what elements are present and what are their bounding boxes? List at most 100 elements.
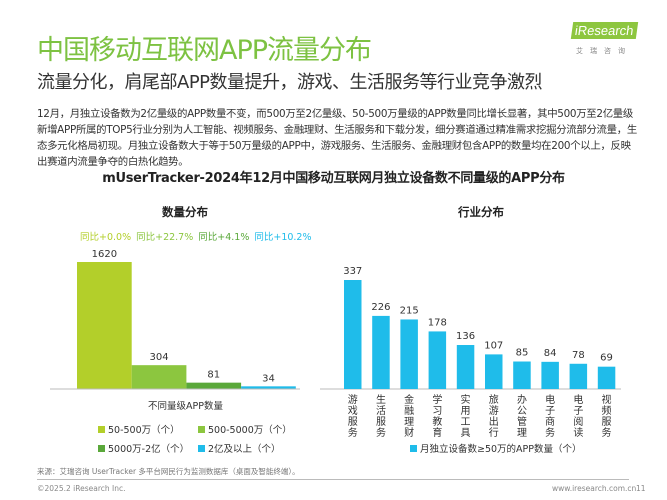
category-label: 电: [573, 393, 583, 406]
bar-6: [513, 361, 531, 389]
category-label: 工: [461, 417, 471, 428]
data-label: 69: [600, 353, 613, 364]
category-label: 务: [602, 426, 612, 439]
yoy-label: 同比+0.0%: [80, 232, 132, 243]
category-label: 学: [432, 393, 442, 406]
page-title: 中国移动互联网APP流量分布: [37, 35, 372, 66]
category-label: 务: [348, 426, 358, 439]
category-label: 习: [432, 406, 442, 417]
yoy-label: 同比+4.1%: [198, 232, 250, 243]
bar-7: [541, 361, 559, 389]
category-label: 行: [489, 426, 499, 439]
bar-9: [597, 366, 616, 389]
bar-3: [428, 331, 447, 389]
legend-label: 月独立设备数≥50万的APP数量（个）: [420, 444, 582, 455]
legend-item: 2亿及以上（个）: [198, 441, 298, 455]
copyright: ©2025.2 iResearch Inc.: [37, 484, 126, 493]
left-legend: 50-500万（个） 500-5000万（个） 5000万-2亿（个） 2亿及以上（个…: [98, 422, 298, 455]
summary-paragraph: 12月，月独立设备数为2亿量级的APP数量不变，而500万至2亿量级、50-50…: [37, 108, 637, 168]
left-x-label: 不同量级APP数量: [148, 401, 223, 412]
right-chart-title: 行业分布: [458, 205, 504, 219]
legend-swatch: [98, 444, 105, 452]
data-label: 78: [572, 350, 585, 361]
bar-8: [569, 363, 588, 389]
category-label: 融: [404, 405, 414, 417]
left-chart-title: 数量分布: [162, 205, 208, 219]
category-label: 具: [461, 427, 471, 439]
legend-swatch: [198, 425, 205, 433]
category-label: 旅: [489, 393, 499, 406]
data-label: 337: [343, 266, 362, 277]
category-label: 电: [545, 393, 555, 406]
category-label: 服: [602, 416, 612, 428]
category-label: 管: [517, 415, 527, 428]
category-label: 公: [517, 406, 527, 417]
category-label: 教: [432, 415, 442, 428]
category-label: 务: [545, 426, 555, 439]
category-label: 出: [489, 415, 499, 428]
data-label: 136: [456, 331, 475, 342]
category-label: 务: [376, 426, 386, 439]
category-label: 服: [348, 416, 358, 428]
data-label: 215: [400, 305, 419, 316]
legend-item: 50-500万（个）: [98, 422, 198, 436]
legend-swatch: [98, 425, 105, 433]
legend-label: 2亿及以上（个）: [208, 444, 281, 455]
category-label: 理: [404, 416, 414, 428]
legend-swatch: [410, 444, 417, 452]
page-subtitle: 流量分化，肩尾部APP数量提升，游戏、生活服务等行业竞争激烈: [37, 72, 543, 93]
legend-label: 5000万-2亿（个）: [108, 444, 190, 455]
category-label: 实: [461, 393, 471, 406]
chart-title: mUserTracker-2024年12月中国移动互联网月独立设备数不同量级的A…: [102, 171, 565, 186]
legend-label: 500-5000万（个）: [208, 425, 292, 436]
data-label: 107: [484, 340, 503, 351]
category-label: 频: [602, 404, 612, 417]
data-label: 81: [207, 370, 220, 381]
right-bar-chart: 337游戏服务226生活服务215金融理财178学习教育136实用工具107旅游…: [320, 266, 621, 439]
category-label: 戏: [348, 405, 358, 417]
legend-item: 500-5000万（个）: [198, 422, 298, 436]
footer-divider: [37, 479, 629, 480]
category-label: 育: [432, 426, 442, 439]
category-label: 生: [376, 393, 386, 406]
yoy-label: 同比+10.2%: [254, 232, 312, 243]
category-label: 财: [404, 426, 414, 439]
right-legend: 月独立设备数≥50万的APP数量（个）: [410, 441, 582, 455]
website-link[interactable]: www.iresearch.com.cn: [552, 484, 637, 493]
category-label: 金: [404, 393, 414, 406]
yoy-label: 同比+22.7%: [136, 232, 194, 243]
bar-5: [485, 354, 503, 389]
data-label: 304: [150, 352, 169, 363]
iresearch-logo: iResearch 艾瑞咨询: [570, 22, 642, 62]
bar-1: [131, 365, 187, 389]
category-label: 游: [348, 393, 358, 406]
page-number: 11: [636, 484, 646, 493]
legend-item: 5000万-2亿（个）: [98, 441, 198, 455]
data-label: 85: [516, 348, 529, 359]
bar-4: [456, 345, 475, 389]
category-label: 游: [489, 404, 499, 417]
category-label: 用: [461, 406, 471, 417]
left-bar-chart: 1620 304 81 34: [50, 249, 300, 390]
category-label: 办: [517, 393, 527, 406]
legend-label: 50-500万（个）: [108, 425, 180, 436]
data-label: 226: [371, 302, 390, 313]
logo-brand: iResearch: [570, 22, 638, 39]
category-label: 服: [376, 416, 386, 428]
category-label: 商: [545, 415, 555, 428]
logo-cn: 艾瑞咨询: [576, 47, 632, 55]
bar-1: [372, 315, 390, 389]
bar-0: [77, 262, 132, 389]
category-label: 阅: [573, 415, 583, 428]
yoy-row: 同比+0.0% 同比+22.7% 同比+4.1% 同比+10.2%: [80, 229, 312, 243]
category-label: 读: [573, 426, 583, 439]
data-label: 178: [428, 317, 447, 328]
category-label: 视: [602, 393, 612, 406]
bar-3: [241, 386, 296, 389]
data-label: 1620: [92, 249, 117, 260]
category-label: 子: [545, 405, 555, 417]
bar-2: [186, 382, 242, 389]
data-label: 84: [544, 348, 557, 359]
category-label: 子: [573, 405, 583, 417]
category-label: 活: [376, 405, 386, 417]
